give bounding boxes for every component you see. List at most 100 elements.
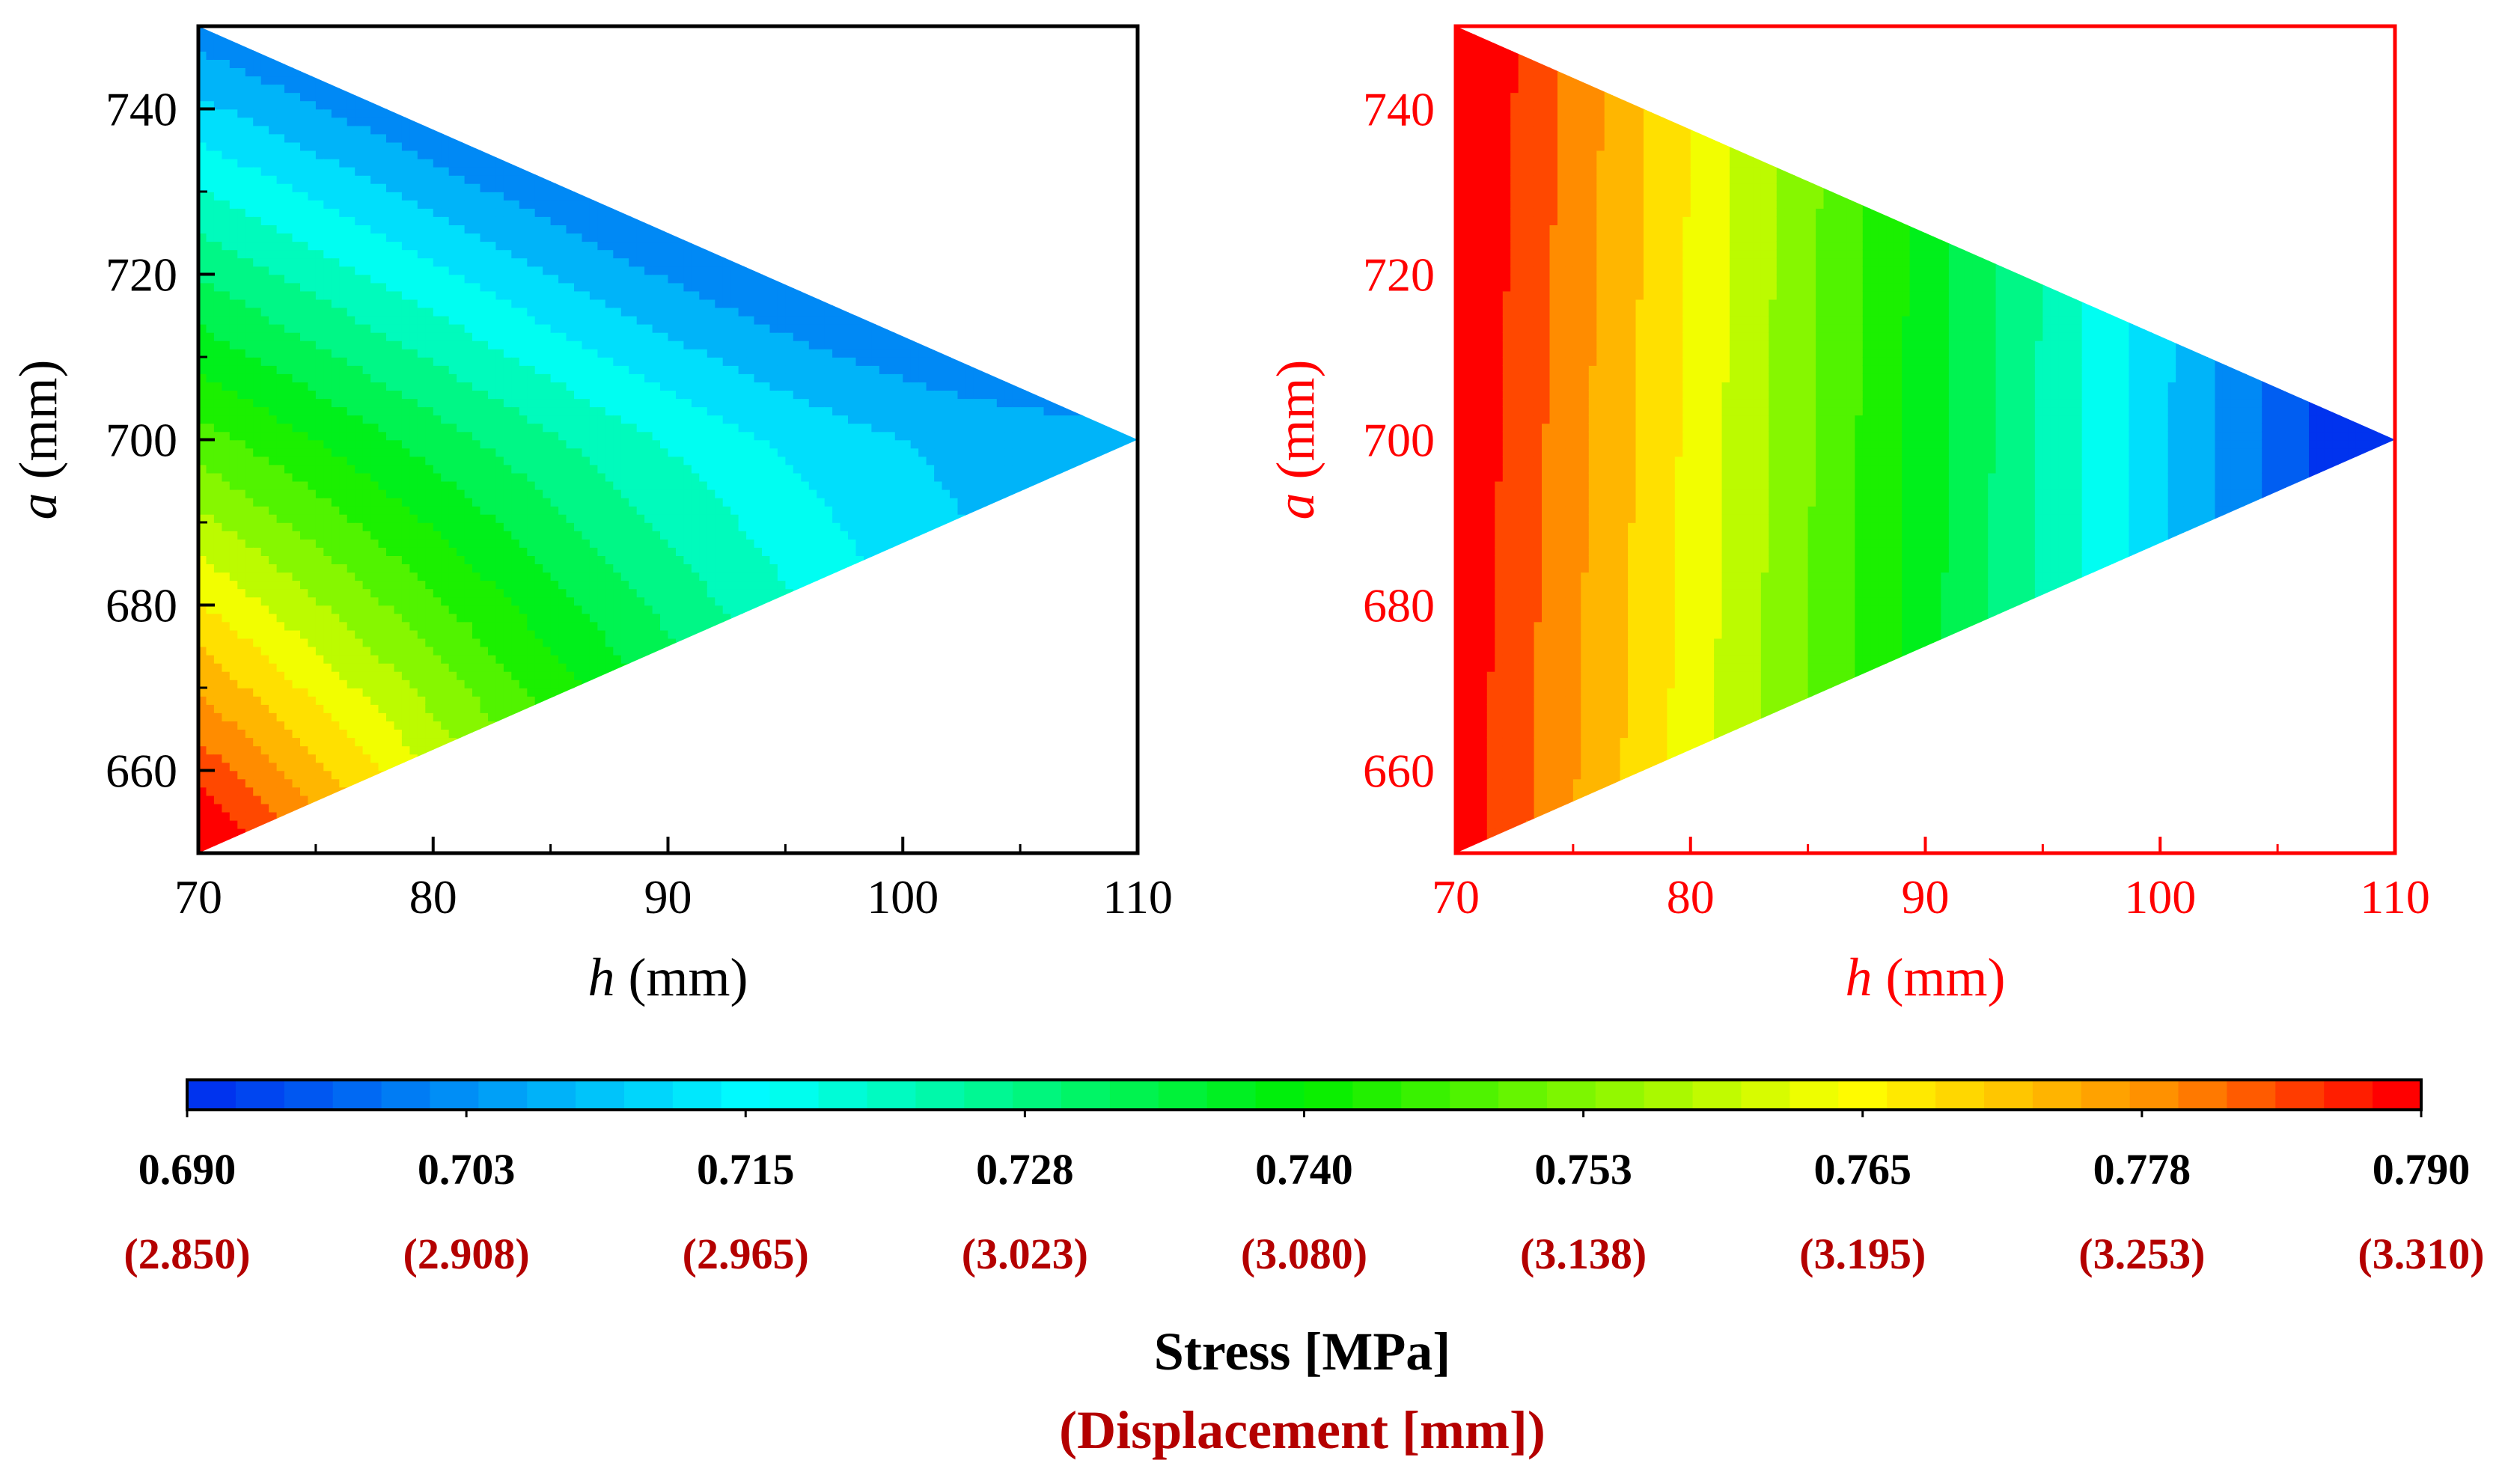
contour-cell — [425, 456, 434, 465]
contour-cell — [558, 514, 567, 523]
contour-cell — [284, 332, 293, 341]
contour-cell — [480, 382, 489, 391]
contour-cell — [308, 762, 317, 772]
contour-cell — [401, 208, 411, 217]
contour-cell — [550, 456, 559, 465]
contour-cell — [566, 241, 575, 251]
contour-cell — [378, 67, 387, 77]
contour-cell — [323, 274, 332, 284]
contour-cell — [222, 141, 231, 151]
contour-cell — [582, 183, 591, 192]
contour-cell — [237, 572, 246, 581]
contour-cell — [488, 596, 497, 606]
contour-cell — [519, 555, 528, 564]
contour-cell — [448, 174, 457, 184]
contour-cell — [394, 596, 403, 606]
contour-cell — [198, 721, 207, 730]
contour-cell — [362, 613, 371, 623]
contour-cell — [213, 323, 223, 333]
contour-cell — [347, 688, 356, 697]
contour-cell — [315, 299, 325, 308]
contour-cell — [550, 274, 559, 284]
contour-cell — [527, 456, 536, 465]
contour-cell — [253, 266, 262, 275]
contour-cell — [269, 200, 278, 209]
contour-cell — [245, 456, 254, 465]
contour-cell — [315, 315, 325, 325]
contour-cell — [222, 654, 231, 664]
contour-cell — [511, 745, 520, 755]
contour-cell — [229, 141, 239, 151]
contour-cell — [213, 770, 223, 780]
contour-cell — [386, 505, 395, 515]
contour-cell — [323, 158, 332, 168]
contour-cell — [213, 514, 223, 523]
contour-cell — [417, 141, 427, 151]
contour-cell — [448, 572, 457, 581]
contour-cell — [269, 480, 278, 490]
contour-cell — [543, 514, 552, 523]
contour-cell — [503, 390, 513, 400]
contour-cell — [292, 621, 301, 631]
contour-cell — [425, 390, 434, 400]
contour-cell — [472, 811, 481, 821]
contour-cell — [284, 539, 293, 548]
contour-cell — [511, 133, 520, 143]
contour-cell — [386, 51, 395, 60]
contour-cell — [457, 141, 466, 151]
contour-cell — [276, 555, 285, 564]
contour-cell — [347, 464, 356, 474]
contour-cell — [409, 225, 418, 233]
contour-cell — [472, 439, 481, 449]
contour-cell — [260, 439, 269, 449]
contour-cell — [574, 415, 583, 424]
contour-cell — [441, 745, 450, 755]
contour-cell — [260, 729, 269, 739]
contour-cell — [495, 158, 504, 168]
contour-cell — [503, 340, 513, 349]
contour-cell — [260, 836, 269, 846]
contour-cell — [574, 150, 583, 159]
contour-cell — [386, 34, 395, 43]
contour-cell — [347, 141, 356, 151]
contour-cell — [401, 332, 411, 341]
contour-cell — [503, 315, 513, 325]
contour-cell — [495, 51, 504, 60]
contour-cell — [566, 158, 575, 168]
contour-cell — [394, 76, 403, 85]
contour-cell — [394, 662, 403, 672]
contour-cell — [409, 745, 418, 755]
contour-cell — [534, 43, 543, 52]
contour-cell — [464, 415, 473, 424]
contour-cell — [355, 406, 364, 416]
contour-cell — [206, 803, 215, 813]
contour-cell — [441, 158, 450, 168]
contour-cell — [378, 811, 387, 821]
contour-cell — [441, 836, 450, 846]
contour-cell — [480, 208, 489, 217]
contour-cell — [284, 166, 293, 176]
contour-cell — [386, 489, 395, 498]
contour-cell — [386, 811, 395, 821]
contour-cell — [308, 505, 317, 515]
contour-cell — [292, 266, 301, 275]
contour-cell — [448, 117, 457, 126]
contour-cell — [347, 216, 356, 225]
contour-cell — [276, 125, 285, 135]
contour-cell — [534, 770, 543, 780]
contour-cell — [448, 721, 457, 730]
contour-cell — [464, 241, 473, 251]
contour-cell — [229, 531, 239, 540]
contour-cell — [448, 208, 457, 217]
contour-cell — [276, 819, 285, 829]
contour-cell — [308, 514, 317, 523]
contour-cell — [534, 754, 543, 763]
contour-cell — [401, 539, 411, 548]
contour-cell — [300, 605, 309, 614]
contour-cell — [339, 141, 348, 151]
contour-cell — [284, 787, 293, 796]
contour-cell — [386, 241, 395, 251]
contour-cell — [370, 233, 379, 242]
contour-cell — [315, 729, 325, 739]
contour-cell — [394, 754, 403, 763]
